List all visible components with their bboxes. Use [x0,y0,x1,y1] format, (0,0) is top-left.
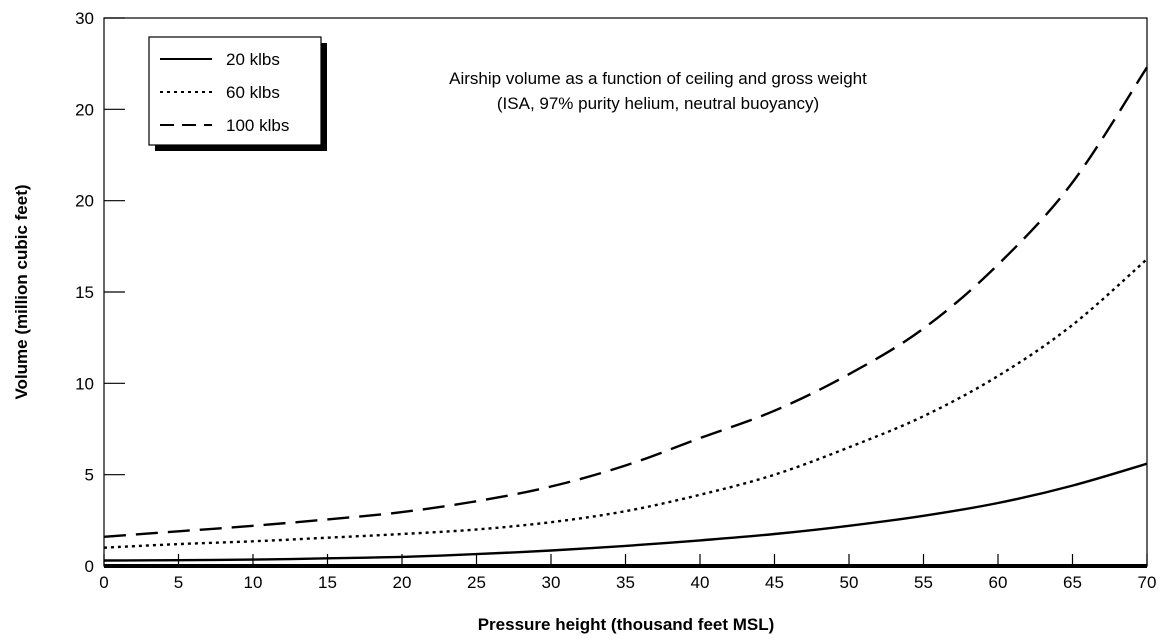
legend: 20 klbs 60 klbs 100 klbs [148,36,327,151]
y-tick-label: 20 [75,100,94,119]
chart-annotation-line-1: Airship volume as a function of ceiling … [449,69,867,88]
legend-box [148,36,322,146]
x-tick-label: 5 [174,573,183,592]
series-line-60klbs [103,258,1148,549]
legend-label-20klbs: 20 klbs [226,50,280,69]
x-axis-title: Pressure height (thousand feet MSL) [478,615,775,634]
y-tick-label: 5 [85,466,94,485]
x-tick-label: 35 [616,573,635,592]
y-axis-title: Volume (million cubic feet) [12,184,31,399]
series-line-20klbs [103,462,1148,562]
x-tick-label: 25 [467,573,486,592]
y-tick-label: 30 [75,9,94,28]
x-tick-label: 50 [840,573,859,592]
y-tick-label: 0 [85,557,94,576]
x-tick-label: 15 [318,573,337,592]
chart-annotation-line-2: (ISA, 97% purity helium, neutral buoyanc… [497,94,819,113]
x-tick-label: 65 [1063,573,1082,592]
ticks: 0 5 10 15 20 25 30 35 40 45 50 55 60 65 70 0 5 10 15 20 20 30 [75,9,1156,592]
x-tick-label: 60 [989,573,1008,592]
x-tick-label: 70 [1138,573,1157,592]
series-lines [103,66,1149,562]
y-tick-label: 20 [75,192,94,211]
legend-label-60klbs: 60 klbs [226,83,280,102]
legend-label-100klbs: 100 klbs [226,116,289,135]
x-tick-label: 10 [244,573,263,592]
series-line-100klbs [103,66,1149,538]
x-tick-label: 40 [691,573,710,592]
x-tick-label: 0 [99,573,108,592]
x-tick-label: 45 [765,573,784,592]
x-tick-label: 20 [393,573,412,592]
x-tick-label: 30 [542,573,561,592]
y-tick-label: 15 [75,283,94,302]
y-tick-label: 10 [75,374,94,393]
x-tick-label: 55 [914,573,933,592]
